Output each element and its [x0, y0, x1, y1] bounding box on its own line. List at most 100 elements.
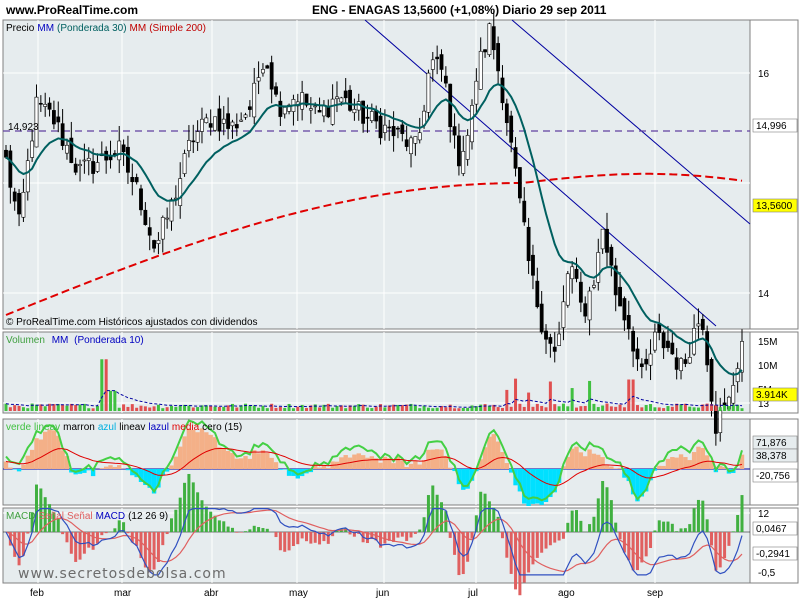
candle-body	[700, 318, 705, 330]
candle-body	[247, 106, 252, 110]
volume-bar	[248, 405, 252, 411]
candle-body	[417, 132, 422, 141]
candle-body	[452, 126, 457, 136]
macd-value-badge-bg	[752, 546, 798, 561]
macd-hist-badge-bg	[752, 521, 798, 536]
volume-bar	[139, 405, 143, 411]
candle-body	[674, 357, 679, 370]
candle-body	[439, 54, 444, 70]
volume-bar	[496, 407, 500, 411]
volume-bar	[296, 406, 300, 411]
candle-body	[60, 123, 65, 146]
price-legend-item: (Simple 200)	[149, 23, 206, 34]
candle-body	[517, 167, 522, 199]
volume-bar	[731, 404, 735, 411]
macd-legend-item: MACD	[96, 511, 125, 522]
volume-bar	[217, 406, 221, 411]
candle-body	[639, 363, 644, 368]
volume-bar	[405, 404, 409, 411]
volume-bar	[692, 407, 696, 411]
candle-body	[561, 301, 566, 328]
volume-bar	[522, 406, 526, 411]
candle-body	[465, 135, 470, 160]
candle-body	[400, 124, 405, 134]
volume-bar	[500, 407, 504, 411]
macd-tick-label: -0,5	[758, 568, 776, 579]
volume-bar	[30, 403, 34, 411]
volume-bar	[601, 405, 605, 411]
price-tick-label: 16	[758, 69, 770, 80]
x-tick-label: feb	[30, 588, 44, 599]
candle-body	[261, 69, 265, 74]
candle-body	[552, 346, 557, 352]
candle-body	[491, 26, 496, 51]
channel-upper-line	[511, 19, 751, 225]
macd-legend-item: (12 26 9)	[128, 511, 168, 522]
volume-bar	[487, 405, 491, 411]
volume-legend: Volumen MM (Ponderada 10)	[6, 335, 144, 346]
volume-bar	[300, 404, 304, 411]
volume-bar	[17, 405, 21, 411]
ma30-line	[5, 83, 743, 376]
volume-bar	[322, 404, 326, 411]
candle-body	[178, 178, 183, 206]
volume-bar	[705, 403, 709, 411]
candle-body	[230, 121, 235, 127]
candle-body	[226, 113, 231, 129]
volume-bar	[514, 378, 518, 411]
candle-body	[339, 97, 344, 103]
volume-bar	[165, 407, 169, 411]
candle-body	[687, 357, 692, 364]
candle-body	[82, 159, 87, 162]
volume-bar	[344, 408, 348, 411]
osc-media-badge-bg	[752, 448, 798, 463]
volume-bar	[209, 405, 213, 411]
volume-bar	[679, 404, 683, 411]
volume-bar	[244, 403, 248, 411]
volume-bar	[509, 406, 513, 411]
candle-body	[69, 137, 74, 163]
site-url[interactable]: www.ProRealTime.com	[6, 3, 139, 17]
x-tick-label: jun	[375, 588, 389, 599]
volume-bar	[561, 403, 565, 411]
channel-lower-line	[364, 19, 717, 327]
candle-body	[609, 246, 614, 266]
volume-bar	[548, 381, 552, 411]
volume-bar	[710, 404, 714, 411]
volume-bar	[113, 390, 117, 411]
volume-bar	[304, 408, 308, 411]
x-tick-label: ago	[558, 588, 575, 599]
macd-value-badge: -0,2941	[756, 549, 790, 560]
volume-bar	[426, 407, 430, 411]
volume-bar	[579, 406, 583, 411]
volume-panel[interactable]	[2, 331, 751, 414]
macd-legend-item: Señal	[67, 511, 93, 522]
volume-bar	[348, 405, 352, 411]
candle-body	[587, 290, 592, 321]
volume-bar	[370, 408, 374, 411]
price-legend: Precio MM (Ponderada 30) MM (Simple 200)	[6, 23, 206, 34]
volume-bar	[544, 407, 548, 411]
candle-body	[596, 252, 601, 283]
candle-body	[34, 96, 39, 148]
osc-media-badge: 38,378	[756, 451, 787, 462]
candle-body	[666, 340, 670, 348]
volume-bar	[13, 405, 17, 411]
candle-body	[304, 93, 309, 106]
candle-body	[52, 110, 56, 125]
candle-body	[95, 162, 100, 172]
candle-body	[65, 144, 69, 154]
candle-body	[413, 136, 418, 144]
candle-body	[443, 75, 448, 84]
candle-body	[457, 135, 461, 167]
x-tick-label: abr	[204, 588, 219, 599]
oscillator-legend-item: azul	[98, 422, 116, 433]
volume-bar	[448, 404, 452, 411]
volume-bar	[257, 407, 261, 411]
candle-body	[117, 140, 122, 161]
candle-body	[740, 341, 744, 373]
volume-bar	[627, 379, 631, 411]
price-axis-bg	[749, 19, 799, 330]
ma200-value-badge-bg	[752, 118, 798, 133]
